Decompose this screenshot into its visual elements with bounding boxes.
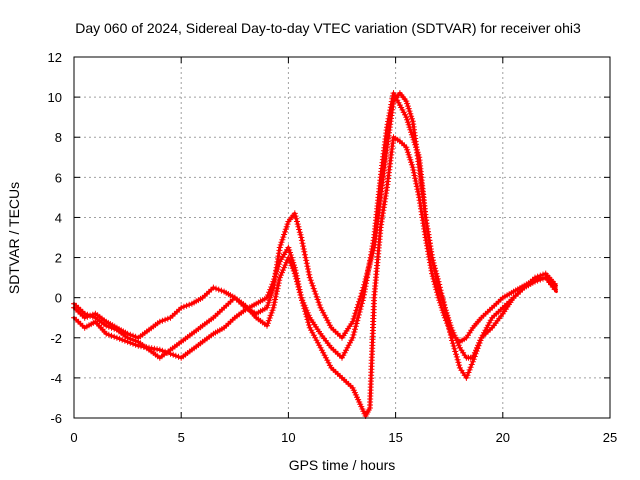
series-markers-1 — [71, 90, 558, 361]
x-tick-label: 25 — [603, 430, 617, 445]
y-tick-label: -4 — [50, 371, 62, 386]
y-tick-label: 6 — [55, 170, 62, 185]
y-tick-label: 12 — [48, 50, 62, 65]
x-tick-label: 10 — [281, 430, 295, 445]
x-tick-label: 5 — [178, 430, 185, 445]
x-tick-label: 15 — [388, 430, 402, 445]
y-tick-label: 10 — [48, 90, 62, 105]
chart-title: Day 060 of 2024, Sidereal Day-to-day VTE… — [75, 20, 581, 36]
y-tick-label: 4 — [55, 210, 62, 225]
y-tick-label: -2 — [50, 331, 62, 346]
series-line-3 — [72, 135, 558, 418]
plot-frame — [73, 56, 611, 419]
y-axis-label: SDTVAR / TECUs — [6, 182, 22, 294]
y-tick-label: 8 — [55, 130, 62, 145]
y-tick-label: 2 — [55, 251, 62, 266]
tick-labels: 0 5 10 15 20 25 -6 -4 -2 0 2 4 6 8 10 12 — [48, 50, 618, 445]
y-tick-label: 0 — [55, 291, 62, 306]
x-tick-label: 0 — [70, 430, 77, 445]
x-axis-label: GPS time / hours — [289, 457, 396, 473]
grid — [74, 57, 610, 418]
data-traces — [71, 90, 558, 419]
y-tick-label: -6 — [50, 411, 62, 426]
x-tick-label: 20 — [496, 430, 510, 445]
axis-ticks — [73, 56, 611, 419]
